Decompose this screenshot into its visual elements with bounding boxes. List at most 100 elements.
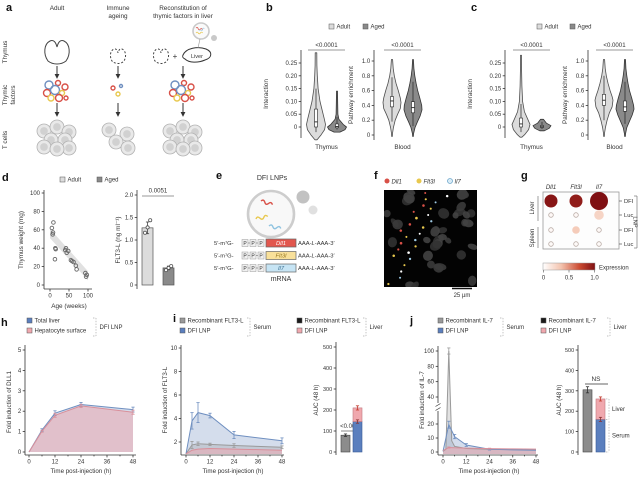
- legend-label: Dll1: [392, 180, 402, 186]
- y-tick-label: 0: [367, 133, 371, 139]
- thymic-factor: [110, 85, 116, 91]
- legend-swatch: [26, 327, 33, 334]
- nucleus: [427, 260, 435, 269]
- thymic-factor: [170, 80, 180, 90]
- phosphate-box: [241, 264, 249, 272]
- t-cell-nucleus: [179, 123, 187, 131]
- x-axis-label: Age (weeks): [51, 303, 87, 310]
- thymic-factor: [175, 84, 187, 96]
- row-header: Thymic: [2, 84, 9, 105]
- gene-box: [265, 251, 297, 260]
- signal-dot: [415, 216, 418, 220]
- x-tick-label: 0: [27, 460, 31, 466]
- thymic-factor: [118, 83, 124, 89]
- legend-label: Recombinant FLT3-L: [305, 319, 362, 325]
- signal-dot: [429, 207, 432, 210]
- violin: [511, 54, 531, 138]
- dotplot-dot: [569, 194, 583, 208]
- signal-dot: [445, 194, 449, 198]
- x-tick-label: 36: [104, 460, 111, 466]
- auc-bar: [340, 434, 351, 453]
- thymus-shape: [44, 40, 70, 65]
- legend-swatch: [59, 176, 66, 183]
- nucleus: [456, 201, 466, 212]
- thymic-factor: [61, 83, 69, 91]
- panel-violins: Adult Aged00.050.100.150.200.25Interactio…: [467, 23, 635, 151]
- y-tick-label: 300: [323, 387, 332, 393]
- nucleus: [452, 212, 459, 219]
- signal-dot: [427, 213, 430, 216]
- y-tick-label: 1.0: [362, 59, 371, 65]
- y-tick-label: 20: [33, 265, 40, 271]
- row-header: Thymus: [2, 41, 9, 64]
- panel-f: Dll1 Flt3l Il7 25 µm: [379, 178, 477, 299]
- legend-label: DFI LNP: [446, 329, 469, 335]
- t-cell-nucleus: [124, 144, 132, 152]
- phosphate-label: P: [251, 241, 255, 247]
- signal-dot: [399, 241, 403, 245]
- signal-dot: [399, 276, 402, 279]
- y-tick-label: 2: [174, 440, 178, 446]
- signal-dot: [379, 280, 381, 282]
- y-tick-label: 0: [37, 283, 41, 289]
- t-cell-nucleus: [53, 145, 61, 153]
- y-tick-label: 0: [294, 125, 298, 131]
- phosphate-label: P: [243, 266, 247, 272]
- scatter-point: [49, 225, 55, 231]
- y-axis-label: FLT3-L (ng ml⁻¹): [115, 216, 122, 263]
- phosphate-box: [257, 251, 265, 260]
- phosphate-box: [257, 264, 265, 272]
- signal-dot: [405, 235, 408, 238]
- nucleus: [467, 243, 477, 250]
- nucleus: [467, 275, 477, 286]
- y-tick-label: 4: [174, 417, 178, 423]
- legend-swatch: [437, 317, 444, 324]
- microscopy-content: [379, 190, 477, 287]
- ns-label: NS: [591, 376, 601, 383]
- series-line: [185, 412, 283, 454]
- y-tick-label: 0: [329, 450, 332, 456]
- nucleus: [462, 219, 474, 228]
- dotplot-dot: [573, 212, 579, 218]
- panel-label-i: i: [173, 313, 177, 325]
- col-header: Reconstitution of: [159, 5, 207, 12]
- legend-swatch: [540, 327, 547, 334]
- mrna-squiggle: [260, 199, 274, 206]
- legend-swatch: [569, 23, 576, 30]
- t-cell-nucleus: [40, 143, 48, 151]
- t-cell-nucleus: [123, 130, 131, 138]
- lnp-circle: [192, 22, 210, 40]
- nucleus: [460, 191, 469, 199]
- nucleus: [462, 211, 470, 219]
- legend-label: Recombinant FLT3-L: [188, 319, 245, 325]
- mrna-tail: AAA-L-AAA-3′: [298, 241, 335, 247]
- signal-dot: [434, 201, 437, 204]
- y-tick-label: 6: [174, 393, 178, 399]
- thymic-factor: [42, 88, 52, 98]
- col-header: Immune: [106, 5, 130, 12]
- y-tick-label: 100: [424, 349, 435, 355]
- thymic-factor: [47, 94, 55, 102]
- series-area: [29, 405, 133, 452]
- y-tick-label: 1.0: [125, 238, 134, 244]
- y-tick-label: 0.05: [286, 112, 298, 118]
- nucleus: [438, 234, 447, 241]
- legend-label: DFI LNP: [305, 329, 328, 335]
- scale-bar-label: 25 µm: [454, 293, 471, 299]
- dotplot-dot: [573, 241, 579, 247]
- y-tick-label: 5: [18, 348, 22, 354]
- gene-label: Dll1: [276, 241, 286, 247]
- y-tick-label: 0.05: [490, 112, 502, 118]
- signal-dot: [397, 248, 400, 251]
- x-axis-label: Thymus: [315, 144, 338, 151]
- gene-label: Flt3l: [276, 254, 288, 260]
- signal-dot: [424, 198, 427, 201]
- x-tick-label: 48: [279, 460, 286, 466]
- legend-swatch: [179, 317, 186, 324]
- panel-label-g: g: [521, 170, 528, 182]
- t-cell-nucleus: [179, 145, 187, 153]
- y-tick-label: 0.20: [490, 74, 502, 80]
- mrna-squiggle: [255, 214, 269, 220]
- mrna-tail: AAA-L-AAA-3′: [298, 266, 335, 272]
